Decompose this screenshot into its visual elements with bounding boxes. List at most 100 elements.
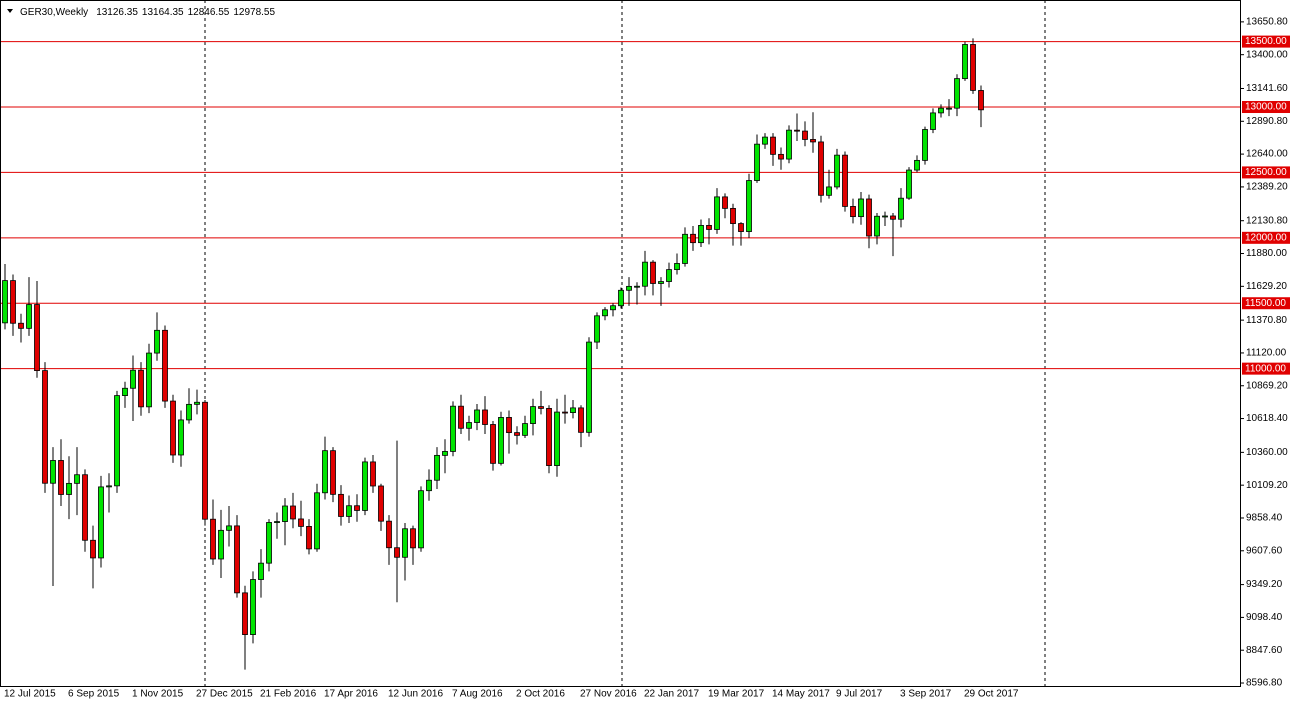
candle-body xyxy=(362,461,368,511)
candle-body xyxy=(290,505,296,520)
candle-body xyxy=(50,460,56,484)
candle-body xyxy=(802,130,808,140)
level-label-bg xyxy=(1242,231,1290,244)
candle-body xyxy=(338,493,344,517)
candle-body xyxy=(90,539,96,559)
candle-body xyxy=(818,141,824,196)
candle-body xyxy=(514,432,520,436)
y-tick-label: 9098.40 xyxy=(1246,612,1283,623)
candle-body xyxy=(770,136,776,155)
candle-body xyxy=(658,281,664,284)
level-label-bg xyxy=(1242,166,1290,179)
candle-body xyxy=(370,461,376,487)
symbol: GER30,Weekly xyxy=(20,7,88,18)
candle-body xyxy=(754,143,760,181)
candle-body xyxy=(722,196,728,209)
candle-body xyxy=(354,505,360,511)
candle-body xyxy=(106,485,112,488)
x-tick-label: 3 Sep 2017 xyxy=(900,689,952,700)
candle-body xyxy=(394,547,400,558)
candle-body xyxy=(298,518,304,527)
candle-body xyxy=(266,522,272,564)
candle-body xyxy=(98,486,104,559)
candle-body xyxy=(42,370,48,484)
candle-body xyxy=(450,405,456,452)
candle-body xyxy=(330,450,336,495)
y-tick-label: 8596.80 xyxy=(1246,678,1283,689)
y-tick-label: 10618.40 xyxy=(1246,413,1288,424)
candle-body xyxy=(954,78,960,109)
candle-body xyxy=(458,405,464,429)
x-tick-label: 14 May 2017 xyxy=(772,689,830,700)
x-tick-label: 19 Mar 2017 xyxy=(708,689,765,700)
candle-body xyxy=(10,280,16,324)
level-label: 13000.00 xyxy=(1245,102,1287,113)
candle-body xyxy=(706,224,712,230)
candle-body xyxy=(738,223,744,232)
y-tick-label: 13400.00 xyxy=(1246,49,1288,60)
x-tick-label: 27 Dec 2015 xyxy=(196,689,253,700)
candle-body xyxy=(682,233,688,264)
candle-body xyxy=(618,289,624,307)
x-tick-label: 21 Feb 2016 xyxy=(260,689,317,700)
candle-body xyxy=(34,304,40,372)
x-tick-label: 2 Oct 2016 xyxy=(516,689,565,700)
candle-body xyxy=(170,400,176,456)
candle-body xyxy=(258,562,264,580)
candle-body xyxy=(386,520,392,549)
candle-body xyxy=(602,309,608,317)
candle-body xyxy=(146,352,152,408)
y-tick-label: 11629.20 xyxy=(1246,281,1287,292)
level-label: 11500.00 xyxy=(1245,298,1286,309)
candle-body xyxy=(874,215,880,237)
candle-body xyxy=(562,411,568,414)
candle-body xyxy=(810,139,816,143)
candle-body xyxy=(218,529,224,560)
x-tick-label: 12 Jul 2015 xyxy=(4,689,56,700)
candle-body xyxy=(674,263,680,271)
candle-body xyxy=(634,285,640,288)
candle-body xyxy=(594,315,600,343)
candle-body xyxy=(930,112,936,130)
candle-body xyxy=(938,107,944,114)
candle-body xyxy=(506,417,512,434)
y-tick-label: 13650.80 xyxy=(1246,17,1288,28)
level-label: 13500.00 xyxy=(1245,36,1287,47)
candle-body xyxy=(666,269,672,282)
candle-body xyxy=(498,417,504,464)
x-tick-label: 9 Jul 2017 xyxy=(836,689,883,700)
candle-body xyxy=(890,215,896,220)
level-label-bg xyxy=(1242,362,1290,375)
level-label: 12000.00 xyxy=(1245,232,1287,243)
level-label-bg xyxy=(1242,101,1290,114)
y-tick-label: 9858.40 xyxy=(1246,513,1283,524)
candle-body xyxy=(210,518,216,560)
candle-body xyxy=(586,341,592,433)
candle-body xyxy=(138,369,144,408)
candle-body xyxy=(482,409,488,425)
candle-body xyxy=(18,322,24,329)
candle-body xyxy=(866,198,872,237)
candle-body xyxy=(466,422,472,429)
candle-body xyxy=(962,44,968,80)
candle-body xyxy=(642,261,648,287)
candle-body xyxy=(122,387,128,396)
candle-body xyxy=(970,44,976,91)
candle-body xyxy=(474,409,480,423)
y-tick-label: 12130.80 xyxy=(1246,215,1288,226)
x-tick-label: 1 Nov 2015 xyxy=(132,689,184,700)
candle-body xyxy=(730,207,736,224)
candle-body xyxy=(66,482,72,495)
candle-body xyxy=(74,474,80,484)
candle-body xyxy=(746,180,752,232)
header: GER30,Weekly 13126.35 13164.35 12846.55 1297… xyxy=(20,7,275,18)
candle-body xyxy=(762,136,768,145)
candle-body xyxy=(714,196,720,230)
y-tick-label: 12890.80 xyxy=(1246,116,1288,127)
y-tick-label: 10869.20 xyxy=(1246,380,1288,391)
y-tick-label: 11370.80 xyxy=(1246,315,1287,326)
candle-body xyxy=(698,224,704,244)
candle-body xyxy=(610,305,616,311)
